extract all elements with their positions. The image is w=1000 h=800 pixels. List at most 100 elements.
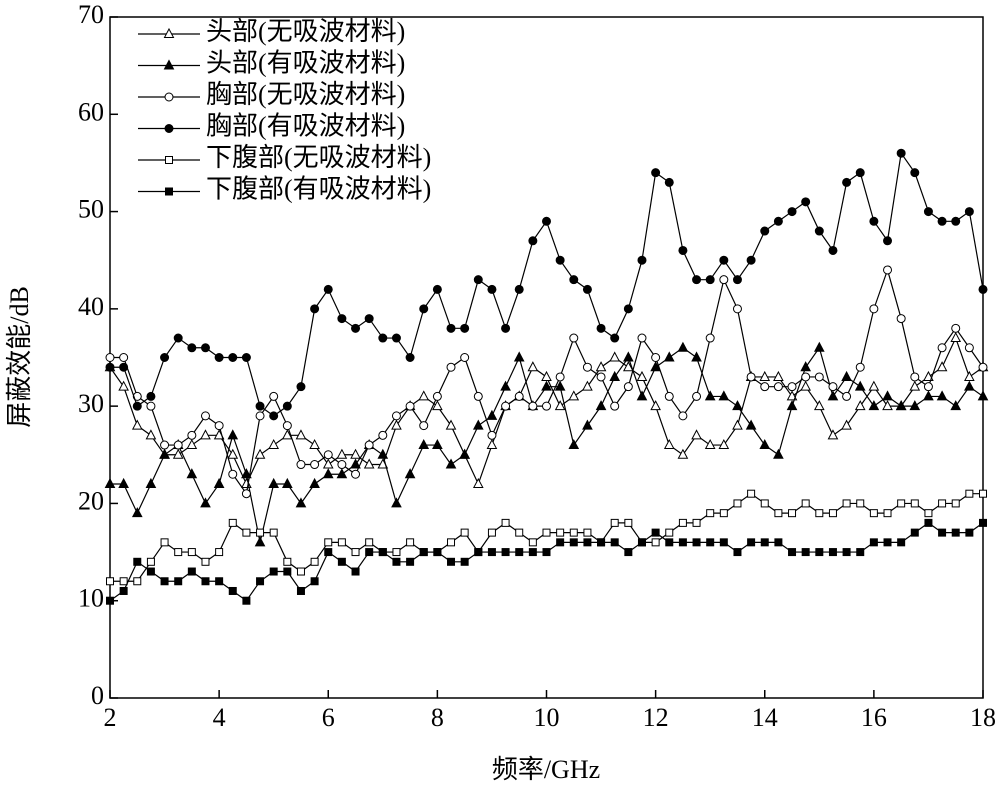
marker — [582, 419, 593, 430]
marker — [392, 557, 401, 566]
marker — [801, 197, 811, 207]
marker — [460, 323, 470, 333]
marker — [365, 538, 374, 547]
marker — [950, 400, 962, 411]
x-tick-label: 12 — [643, 703, 669, 732]
marker — [133, 557, 142, 566]
y-tick-label: 20 — [78, 486, 104, 515]
marker — [460, 528, 469, 537]
marker — [827, 429, 839, 440]
marker — [501, 323, 511, 333]
marker — [910, 499, 919, 508]
marker — [692, 391, 702, 401]
marker — [119, 353, 129, 362]
marker — [254, 536, 266, 547]
marker — [228, 586, 237, 595]
x-tick-label: 6 — [322, 703, 335, 732]
marker — [910, 528, 919, 537]
marker — [624, 548, 633, 557]
marker — [813, 400, 825, 411]
marker — [351, 469, 361, 479]
marker — [160, 353, 170, 362]
marker — [513, 351, 525, 362]
x-tick-label: 14 — [752, 703, 778, 732]
marker — [596, 372, 606, 382]
marker — [500, 380, 511, 391]
marker — [759, 370, 771, 381]
marker — [542, 401, 551, 411]
marker — [447, 557, 456, 566]
marker — [472, 419, 484, 430]
marker — [746, 372, 756, 382]
marker — [951, 323, 961, 333]
marker — [883, 509, 892, 518]
marker — [910, 372, 920, 382]
marker — [310, 304, 320, 314]
marker — [350, 458, 361, 469]
marker — [637, 255, 647, 265]
marker — [554, 400, 566, 411]
marker — [883, 265, 893, 275]
marker — [841, 370, 852, 381]
marker — [923, 390, 934, 401]
marker — [283, 557, 292, 566]
marker — [664, 177, 674, 187]
marker — [391, 419, 402, 430]
marker — [391, 333, 401, 343]
marker — [732, 400, 743, 411]
marker — [104, 477, 116, 488]
marker — [664, 391, 674, 401]
marker — [923, 207, 933, 217]
marker — [337, 538, 346, 547]
marker — [269, 528, 278, 537]
marker — [131, 419, 143, 430]
marker — [583, 538, 592, 547]
marker — [569, 528, 578, 537]
marker — [228, 469, 238, 479]
marker — [678, 411, 688, 421]
marker — [705, 333, 715, 343]
marker — [636, 370, 648, 381]
marker — [623, 304, 633, 314]
marker — [854, 380, 866, 391]
x-tick-label: 18 — [970, 703, 996, 732]
marker — [759, 438, 771, 450]
marker — [556, 538, 565, 547]
marker — [747, 489, 756, 498]
marker — [378, 333, 388, 343]
marker — [582, 284, 592, 294]
marker — [159, 448, 170, 459]
marker — [706, 509, 715, 518]
marker — [895, 400, 907, 411]
marker — [337, 314, 347, 324]
marker — [760, 382, 770, 392]
marker — [351, 567, 360, 576]
marker — [515, 548, 524, 557]
marker — [747, 538, 756, 547]
marker — [514, 391, 524, 401]
marker — [432, 438, 443, 450]
marker — [938, 499, 947, 508]
series-line — [110, 492, 983, 582]
marker — [269, 411, 279, 421]
marker — [418, 438, 430, 450]
marker — [365, 548, 374, 557]
marker — [692, 538, 701, 547]
marker — [228, 518, 237, 527]
marker — [828, 245, 838, 255]
marker — [106, 596, 114, 605]
marker — [227, 448, 239, 459]
marker — [419, 421, 429, 431]
marker — [474, 548, 483, 557]
marker — [950, 331, 962, 343]
marker — [324, 538, 333, 547]
marker — [896, 314, 906, 324]
marker — [146, 401, 156, 411]
marker — [228, 353, 238, 362]
marker — [733, 499, 742, 508]
marker — [323, 284, 333, 294]
marker — [418, 390, 430, 401]
marker — [322, 458, 334, 469]
marker — [978, 284, 988, 294]
marker — [527, 361, 539, 372]
